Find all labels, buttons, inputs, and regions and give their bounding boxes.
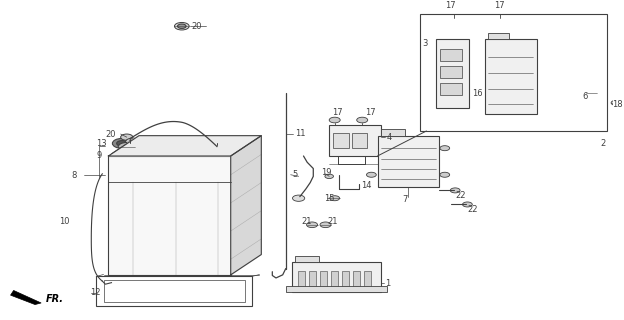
Circle shape (330, 196, 339, 201)
Polygon shape (11, 291, 41, 305)
Circle shape (177, 24, 186, 28)
Circle shape (470, 94, 481, 100)
Bar (378, 136, 439, 187)
Bar (292, 262, 381, 292)
Circle shape (366, 172, 376, 177)
Circle shape (306, 222, 318, 228)
Text: 17: 17 (331, 108, 342, 117)
Polygon shape (231, 136, 261, 275)
Circle shape (117, 140, 128, 146)
Bar (342, 271, 349, 290)
Circle shape (129, 140, 137, 144)
Text: 5: 5 (292, 170, 297, 179)
Circle shape (320, 222, 331, 228)
Text: 17: 17 (445, 1, 456, 10)
Text: 8: 8 (72, 171, 77, 180)
Bar (109, 156, 231, 275)
Text: 11: 11 (295, 130, 305, 139)
Text: 9: 9 (96, 151, 102, 160)
Text: 12: 12 (90, 288, 100, 297)
Bar (364, 271, 371, 290)
Bar (421, 14, 607, 131)
Text: 6: 6 (582, 92, 588, 101)
Circle shape (366, 146, 376, 151)
Text: 14: 14 (361, 181, 371, 190)
Bar (286, 286, 387, 292)
Text: 21: 21 (301, 217, 311, 226)
Circle shape (238, 140, 248, 146)
Text: 17: 17 (494, 1, 504, 10)
Circle shape (357, 117, 368, 123)
Circle shape (118, 142, 135, 151)
Circle shape (474, 102, 484, 107)
Bar (441, 49, 462, 60)
Circle shape (325, 174, 333, 179)
Circle shape (329, 117, 340, 123)
Circle shape (233, 138, 253, 148)
Text: 22: 22 (467, 205, 478, 214)
Circle shape (462, 202, 472, 207)
Circle shape (474, 46, 484, 51)
Text: 20: 20 (191, 22, 202, 31)
Text: 13: 13 (96, 139, 107, 148)
Circle shape (175, 22, 189, 30)
Text: 10: 10 (59, 217, 70, 226)
Circle shape (451, 188, 460, 193)
Circle shape (440, 172, 450, 177)
Bar (333, 132, 349, 148)
Circle shape (125, 138, 140, 146)
Bar (329, 125, 381, 156)
Circle shape (586, 91, 597, 96)
Bar (295, 256, 319, 262)
Circle shape (448, 18, 460, 25)
Bar (487, 33, 509, 39)
Bar (381, 129, 405, 136)
Bar (96, 276, 252, 306)
Bar (331, 271, 338, 290)
Circle shape (494, 18, 506, 25)
Text: 18: 18 (612, 100, 622, 109)
Bar (104, 280, 245, 302)
Text: 21: 21 (328, 217, 338, 226)
Text: 19: 19 (321, 168, 331, 177)
Bar (320, 271, 328, 290)
Bar (484, 39, 537, 114)
Bar (441, 66, 462, 78)
Text: 15: 15 (324, 194, 335, 203)
Text: FR.: FR. (46, 294, 64, 304)
Text: 2: 2 (601, 139, 606, 148)
Text: 17: 17 (365, 108, 376, 117)
Circle shape (611, 100, 621, 105)
Bar (309, 271, 316, 290)
Bar (441, 83, 462, 95)
Bar (298, 271, 305, 290)
Circle shape (293, 195, 305, 201)
Circle shape (112, 138, 132, 148)
Text: 7: 7 (402, 195, 407, 204)
Bar (353, 271, 361, 290)
Text: 3: 3 (422, 38, 428, 48)
Circle shape (120, 134, 133, 140)
Polygon shape (109, 136, 261, 156)
Text: 22: 22 (456, 191, 466, 200)
Text: 1: 1 (386, 279, 391, 288)
Circle shape (440, 146, 450, 151)
Text: 20: 20 (105, 130, 116, 139)
Text: 4: 4 (387, 133, 392, 142)
Bar (352, 132, 367, 148)
Bar (436, 39, 469, 108)
Text: 16: 16 (472, 89, 483, 98)
